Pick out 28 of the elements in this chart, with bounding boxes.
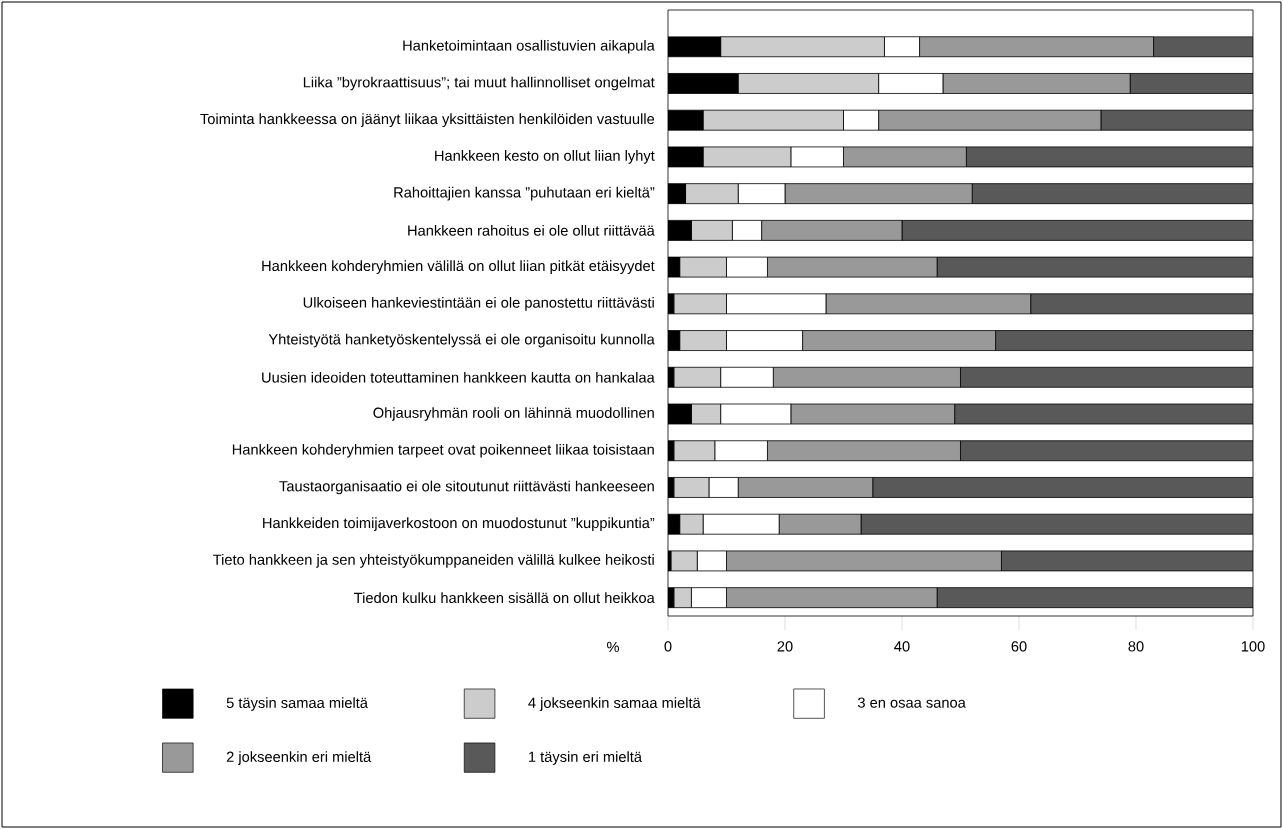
x-tick-label: 80 bbox=[1128, 641, 1144, 652]
y-tick-label: Hankkeiden toimijaverkostoon on muodostunut ”kuppikuntia” bbox=[263, 517, 655, 532]
x-tick-label: 20 bbox=[777, 641, 793, 652]
y-tick-label: Tiedon kulku hankkeen sisällä on ollut heikkoa bbox=[354, 592, 655, 604]
x-axis-title: % bbox=[607, 641, 619, 653]
legend-label: 2 jokseenkin eri mieltä bbox=[226, 751, 372, 765]
y-tick-label: Hankkeen kesto on ollut liian lyhyt bbox=[435, 150, 655, 164]
y-tick-label: Hankkeen kohderyhmien välillä on ollut liian pitkät etäisyydet bbox=[262, 260, 655, 274]
legend-label: 4 jokseenkin samaa mieltä bbox=[528, 697, 701, 711]
y-tick-label: Hankkeen rahoitus ei ole ollut riittävää bbox=[408, 224, 655, 236]
y-tick-label: Ohjausryhmän rooli on lähinnä muodollinen bbox=[373, 407, 654, 421]
y-tick-label: Rahoittajien kanssa ”puhutaan eri kieltä” bbox=[394, 186, 655, 201]
y-tick-label: Taustaorganisaatio ei ole sitoutunut riittävästi hankeeseen bbox=[279, 480, 654, 495]
x-tick-label: 60 bbox=[1011, 641, 1027, 652]
legend-label: 1 täysin eri mieltä bbox=[529, 751, 643, 765]
y-tick-label: Uusien ideoiden toteuttaminen hankkeen kautta on hankalaa bbox=[262, 371, 655, 383]
y-tick-label: Liika ”byrokraattisuus”; tai muut hallinnolliset ongelmat bbox=[303, 76, 655, 91]
y-tick-label: Yhteistyötä hanketyöskentelyssä ei ole organisoitu kunnolla bbox=[268, 333, 655, 348]
y-tick-label: Hanketoimintaan osallistuvien aikapula bbox=[403, 39, 655, 54]
x-tick-label: 40 bbox=[894, 641, 910, 652]
y-tick-label: Hankkeen kohderyhmien tarpeet ovat poikenneet liikaa toisistaan bbox=[232, 443, 654, 458]
y-tick-label: Toiminta hankkeessa on jäänyt liikaa yksittäisten henkilöiden vastuulle bbox=[200, 113, 655, 128]
legend-label: 3 en osaa sanoa bbox=[857, 697, 966, 708]
legend-label: 5 täysin samaa mieltä bbox=[226, 697, 368, 711]
x-tick-label: 0 bbox=[664, 641, 672, 652]
y-tick-label: Ulkoiseen hankeviestintään ei ole panostettu riittävästi bbox=[303, 297, 654, 311]
x-tick-label: 100 bbox=[1241, 641, 1265, 652]
y-tick-label: Tieto hankkeen ja sen yhteistyökumppaneiden välillä kulkee heikosti bbox=[213, 554, 654, 568]
